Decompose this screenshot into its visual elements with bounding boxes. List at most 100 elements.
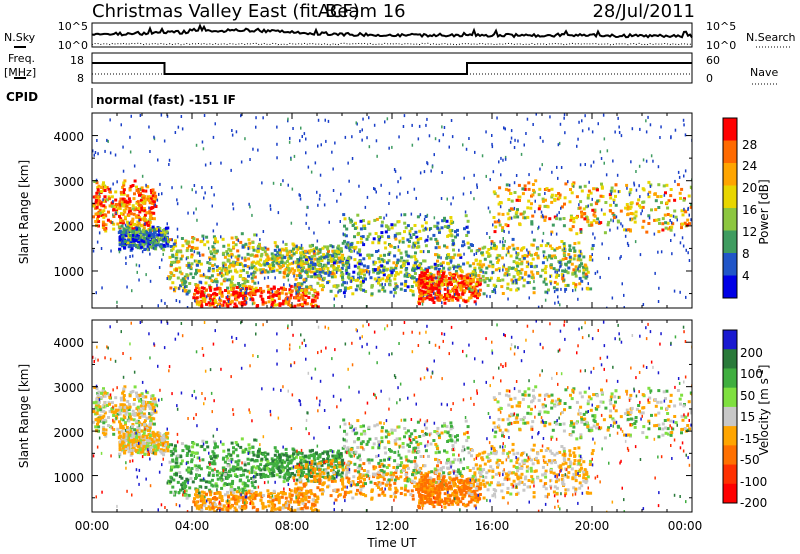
velocity-cell (126, 428, 130, 432)
power-cell (531, 193, 535, 197)
power-cell (281, 302, 285, 306)
velocity-cell (227, 459, 231, 462)
power-cell (317, 274, 321, 278)
power-cell (399, 287, 403, 291)
power-cell (538, 187, 542, 191)
power-cell (376, 268, 380, 271)
power-cell (313, 294, 317, 298)
power-cell (674, 179, 676, 183)
power-cell (363, 227, 367, 230)
power-cell (288, 270, 292, 274)
power-cell (473, 273, 477, 277)
velocity-cell (153, 444, 157, 448)
power-cell (377, 235, 381, 239)
power-cell (663, 213, 667, 217)
power-cell (516, 246, 520, 250)
power-cell (431, 298, 435, 302)
power-cell (309, 302, 313, 306)
velocity-cell (171, 485, 175, 489)
power-cell (550, 195, 554, 199)
power-cell (230, 293, 234, 297)
velocity-cell (243, 482, 247, 486)
power-cell (240, 160, 243, 164)
velocity-cell (96, 422, 99, 426)
velocity-cell (118, 452, 122, 456)
velocity-cell (148, 423, 152, 427)
power-cell (495, 245, 498, 249)
power-cell (483, 245, 487, 249)
power-cell (522, 216, 526, 220)
power-cell (506, 282, 510, 286)
power-cell (204, 281, 208, 285)
power-cell (463, 227, 466, 231)
velocity-cell (137, 412, 141, 416)
power-cell (305, 302, 309, 306)
power-cell (231, 133, 234, 137)
power-cell (316, 252, 320, 256)
velocity-cell (143, 404, 147, 408)
power-cell (413, 280, 417, 284)
power-cell (218, 267, 222, 270)
power-cell (429, 237, 433, 241)
power-cell (431, 279, 435, 283)
power-cell (584, 276, 588, 280)
power-cell (350, 279, 352, 283)
power-cell (425, 123, 427, 127)
power-cell (440, 277, 444, 281)
power-cell (679, 196, 682, 200)
power-cell (411, 123, 413, 127)
power-cell (424, 226, 427, 230)
power-cell (642, 303, 645, 306)
velocity-cell (307, 500, 311, 504)
power-cell (286, 274, 289, 278)
power-cell (520, 152, 523, 156)
power-cell (419, 297, 423, 301)
power-cell (164, 301, 166, 305)
power-cell (618, 125, 620, 129)
power-cell (98, 199, 102, 203)
power-cell (624, 234, 627, 238)
power-cell (450, 234, 454, 238)
power-cell (408, 273, 412, 277)
power-cell (628, 191, 632, 195)
power-cbar-tick: 20 (742, 181, 757, 195)
velocity-cell (234, 448, 238, 452)
velocity-cell (108, 409, 112, 413)
power-cell (556, 165, 558, 169)
power-cell (385, 261, 389, 265)
velocity-cell (167, 445, 171, 449)
power-cell (461, 244, 464, 248)
velocity-cell (186, 451, 190, 455)
power-cell (168, 255, 172, 259)
power-cell (442, 272, 445, 275)
power-cell (596, 199, 600, 203)
power-cell (225, 272, 229, 276)
power-cell (100, 190, 104, 193)
power-cell (153, 135, 155, 139)
power-cell (601, 242, 603, 246)
velocity-cell (179, 455, 183, 459)
velocity-cell (116, 412, 120, 416)
power-cell (608, 193, 612, 197)
power-cell (408, 240, 411, 243)
power-cell (513, 146, 516, 149)
power-cell (448, 228, 452, 232)
power-cell (648, 216, 651, 220)
power-cell (413, 261, 417, 265)
power-cell (411, 289, 415, 293)
power-cell (195, 143, 198, 147)
power-cell (506, 212, 510, 216)
power-cell (366, 235, 370, 239)
power-cell (259, 238, 261, 242)
power-cell (213, 291, 217, 295)
power-cell (250, 291, 254, 295)
power-cell (550, 230, 554, 234)
power-cell (459, 288, 463, 292)
power-cell (133, 222, 137, 226)
power-cell (515, 288, 519, 292)
power-cell (512, 280, 515, 284)
power-cell (112, 215, 116, 218)
power-cell (178, 270, 182, 274)
velocity-cell (222, 456, 226, 460)
power-cell (377, 266, 381, 270)
